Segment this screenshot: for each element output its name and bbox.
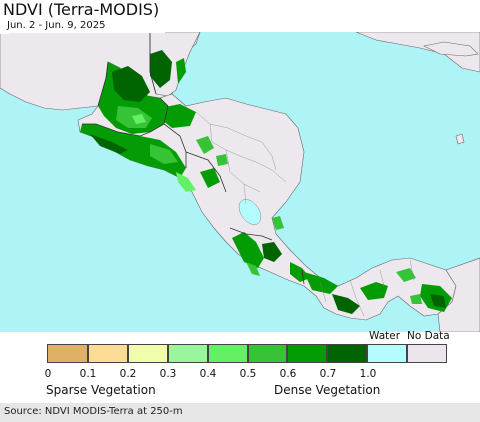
- source-text: Source: NDVI MODIS-Terra at 250-m: [4, 406, 183, 417]
- ndvi-map: [0, 32, 480, 332]
- date-range: Jun. 2 - Jun. 9, 2025: [7, 20, 106, 31]
- tick-label: 0.2: [119, 368, 137, 380]
- legend-swatch-4: [208, 344, 248, 363]
- tick-label: 0.5: [239, 368, 257, 380]
- source-bar: Source: NDVI MODIS-Terra at 250-m: [0, 403, 480, 422]
- tick-label: 0.7: [319, 368, 337, 380]
- vegetation-north: [98, 50, 186, 134]
- land-jamaica: [423, 41, 479, 57]
- legend-swatch-7: [327, 344, 367, 363]
- legend-swatch-2: [128, 344, 168, 363]
- country-borders: [82, 32, 305, 285]
- map-title: NDVI (Terra-MODIS): [3, 0, 160, 19]
- legend-swatch-5: [248, 344, 287, 363]
- tick-label: 0.1: [79, 368, 97, 380]
- sparse-vegetation-label: Sparse Vegetation: [46, 383, 156, 397]
- nodata-label: No Data: [407, 330, 450, 342]
- water-label: Water: [369, 330, 401, 342]
- tick-label: 0: [44, 368, 52, 380]
- land-colombia: [437, 257, 480, 332]
- tick-label: 0.3: [159, 368, 177, 380]
- legend-swatch-3: [168, 344, 208, 363]
- vegetation-panama: [304, 268, 452, 314]
- tick-label: 0.6: [279, 368, 297, 380]
- lake-nicaragua: [238, 199, 262, 225]
- header: NDVI (Terra-MODIS) Jun. 2 - Jun. 9, 2025: [0, 0, 166, 33]
- map-graphic: [0, 32, 480, 332]
- vegetation-honduras: [160, 104, 228, 188]
- tick-label: 0.4: [199, 368, 217, 380]
- legend-swatch-0: [47, 344, 88, 363]
- legend-swatch-water: [367, 344, 407, 363]
- legend-swatch-nodata: [407, 344, 447, 363]
- legend-swatch-6: [287, 344, 327, 363]
- land-islet: [455, 133, 465, 145]
- vegetation-south-guatemala: [80, 124, 196, 192]
- title-block: [0, 32, 9, 34]
- vegetation-costa-rica: [232, 216, 310, 282]
- legend-swatch-1: [88, 344, 128, 363]
- tick-label: 1.0: [359, 368, 377, 380]
- dense-vegetation-label: Dense Vegetation: [274, 383, 381, 397]
- admin-borders: [195, 111, 415, 317]
